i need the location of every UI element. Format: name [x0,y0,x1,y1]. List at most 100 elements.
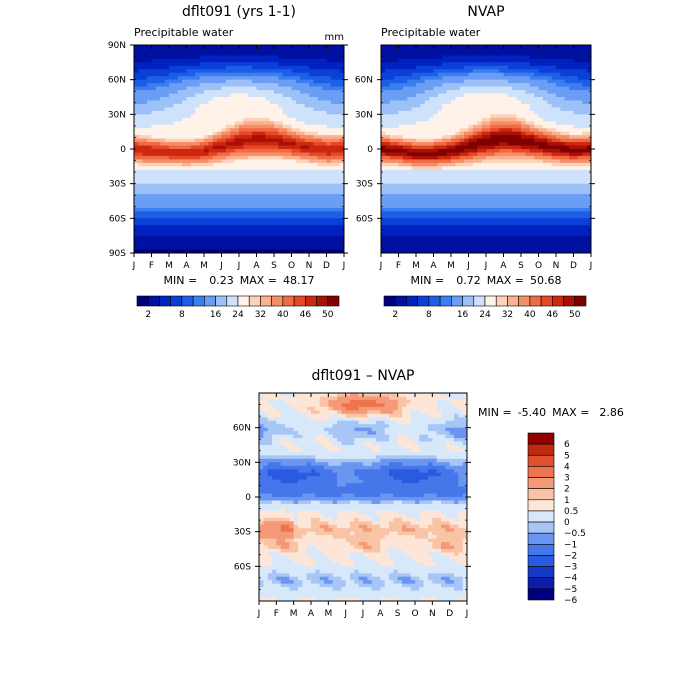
panel-b-cell [499,135,505,140]
panel-b-cell [529,166,535,171]
panel-a-cell [330,225,336,230]
panel-a-cell [186,138,192,143]
panel-a-cell [300,190,306,195]
panel-a-cell [221,55,227,60]
panel-a-cell [243,180,249,185]
panel-a-cell [142,218,148,223]
panel-a-cell [287,169,293,174]
panel-a-cell [260,121,266,126]
panel-a-cell [142,249,148,253]
panel-b-cell [394,58,400,63]
panel-b-cell [477,142,483,147]
panel-b-cell [534,169,540,174]
panel-a-cell [339,162,344,167]
panel-a-cell [317,166,323,171]
panel-a-cell [147,83,153,88]
panel-a-cell [169,100,174,105]
panel-b-cell [433,69,439,74]
panel-b-cell [446,159,452,164]
panel-a-cell [300,176,306,181]
panel-b-cell [512,180,518,185]
panel-a-cell [190,76,196,81]
panel-a-cell [221,107,227,112]
panel-b-cell [385,97,391,102]
panel-b-cell [385,72,391,77]
panel-b-cell [424,149,430,154]
panel-a-cell [190,225,196,230]
panel-b-cell [556,169,561,174]
panel-a-cell [243,86,249,91]
panel-b-cell [560,103,566,108]
panel-a-cell [300,72,306,77]
panel-b-cell [411,86,417,91]
panel-a-cell [182,201,188,206]
panel-a-cell [225,162,231,167]
panel-a-cell [282,197,288,202]
panel-a-cell [260,190,266,195]
panel-a-cell [313,121,319,126]
panel-b-cell [407,159,413,164]
panel-a-cell [147,201,153,206]
panel-b-cell [486,100,491,105]
panel-b-cell [420,117,426,122]
panel-b-cell [582,55,588,60]
panel-a-cell [155,93,161,98]
panel-b-cell [538,86,544,91]
panel-b-cell [499,117,505,122]
panel-b-cell [551,135,557,140]
panel-b-cell [547,155,553,160]
panel-b-cell [556,76,561,81]
panel-a-colorbar-box [248,295,261,307]
panel-b-cell [472,180,478,185]
panel-a-cell [217,235,223,240]
panel-a-cell [134,197,139,202]
panel-a-cell [234,90,240,95]
panel-b-cell [429,128,435,133]
panel-a-cell [151,138,157,143]
panel-a-cell [335,93,341,98]
panel-b-cell [464,72,470,77]
panel-a-cell [274,239,279,244]
panel-b-cell [573,97,579,102]
panel-a-cell [256,121,262,126]
panel-a-colorbar-box [327,295,340,307]
panel-a-cell [274,90,279,95]
panel-b-cell [433,169,439,174]
panel-b-cell [385,117,391,122]
panel-a-cell [195,173,201,178]
panel-b-cell [446,173,452,178]
panel-b-cell [451,58,456,63]
panel-b-cell [542,117,548,122]
panel-b-cell [385,58,391,63]
panel-a-cell [309,197,314,202]
panel-b-cell [586,51,591,56]
panel-a-cell [169,228,174,233]
panel-b-cell [394,65,400,70]
panel-a-cell [260,228,266,233]
panel-b-cell [389,93,395,98]
panel-a-cell [234,48,240,53]
panel-a-cell [309,93,314,98]
panel-b-cell [429,114,435,119]
panel-a-cell [313,72,319,77]
panel-a-cell [269,107,275,112]
panel-b-cell [394,45,400,50]
panel-b-cell [451,121,456,126]
panel-a-cell [265,107,271,112]
panel-a-cell [225,152,231,157]
panel-a-cell [282,97,288,102]
panel-a-cell [234,155,240,160]
panel-b-cell [411,79,417,84]
panel-a-cell [230,221,236,226]
panel-a-cell [309,173,314,178]
panel-a-cell [217,228,223,233]
panel-a-cell [142,117,148,122]
panel-b-cell [416,58,421,63]
panel-b-cell [516,169,522,174]
panel-a-cell [199,142,205,147]
panel-b-cell [455,117,461,122]
panel-a-cell [195,86,201,91]
panel-a-cell [217,93,223,98]
panel-b-cell [534,69,540,74]
panel-b-cell [560,62,566,67]
